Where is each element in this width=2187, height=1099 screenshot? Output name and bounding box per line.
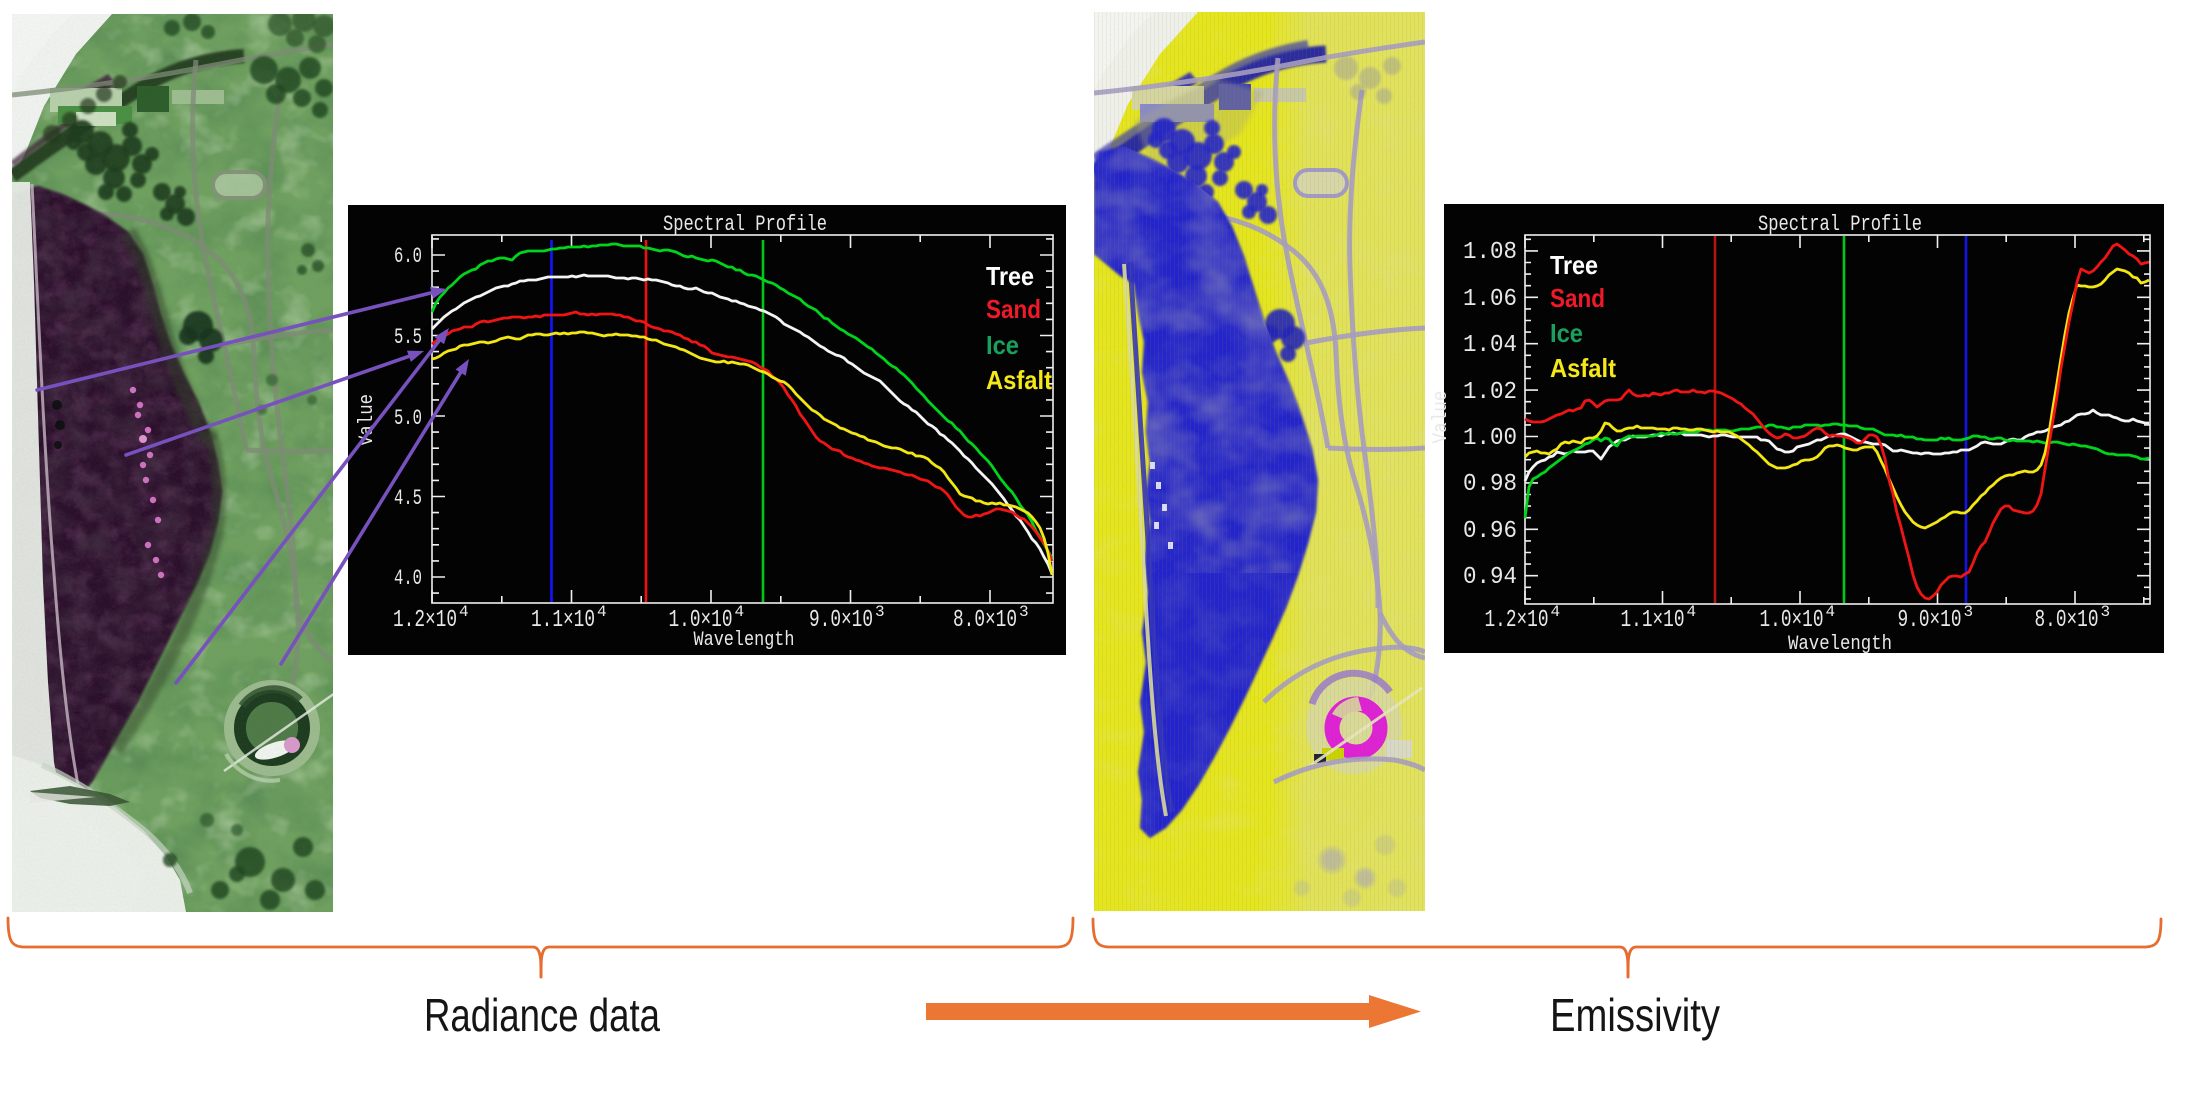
svg-text:1.00: 1.00 — [1463, 425, 1517, 452]
svg-text:9.0×10: 9.0×10 — [1898, 607, 1962, 634]
svg-text:1.08: 1.08 — [1463, 239, 1517, 266]
svg-text:Sand: Sand — [1550, 283, 1605, 313]
svg-text:4: 4 — [1551, 603, 1561, 621]
svg-text:1.06: 1.06 — [1463, 286, 1517, 313]
svg-text:1.1×10: 1.1×10 — [531, 607, 595, 634]
svg-text:1.1×10: 1.1×10 — [1621, 607, 1685, 634]
svg-text:5.0: 5.0 — [394, 406, 422, 431]
svg-text:5.5: 5.5 — [394, 325, 422, 350]
svg-text:Tree: Tree — [1550, 250, 1598, 280]
svg-text:1.02: 1.02 — [1463, 379, 1517, 406]
svg-text:4: 4 — [597, 603, 607, 621]
svg-text:3: 3 — [1019, 603, 1029, 621]
svg-text:0.98: 0.98 — [1463, 471, 1517, 498]
svg-text:1.0×10: 1.0×10 — [669, 607, 733, 634]
svg-text:4: 4 — [459, 603, 469, 621]
svg-text:Spectral Profile: Spectral Profile — [1758, 212, 1922, 237]
svg-text:4.5: 4.5 — [394, 486, 422, 511]
svg-text:9.0×10: 9.0×10 — [809, 607, 873, 634]
svg-text:3: 3 — [1964, 603, 1974, 621]
svg-text:0.96: 0.96 — [1463, 518, 1517, 545]
svg-text:Ice: Ice — [986, 330, 1019, 360]
svg-text:1.2×10: 1.2×10 — [1485, 607, 1549, 634]
svg-text:Value: Value — [1430, 391, 1453, 444]
svg-text:1.0×10: 1.0×10 — [1760, 607, 1824, 634]
svg-text:Tree: Tree — [986, 261, 1034, 291]
svg-text:6.0: 6.0 — [394, 244, 422, 269]
svg-text:4: 4 — [1687, 603, 1697, 621]
svg-text:Asfalt: Asfalt — [1550, 353, 1616, 383]
svg-text:3: 3 — [875, 603, 885, 621]
svg-text:4: 4 — [735, 603, 745, 621]
svg-text:4.0: 4.0 — [394, 566, 422, 591]
svg-text:3: 3 — [2101, 603, 2111, 621]
svg-text:Asfalt: Asfalt — [986, 365, 1052, 395]
svg-text:Value: Value — [356, 394, 379, 446]
svg-text:Sand: Sand — [986, 294, 1041, 324]
svg-text:0.94: 0.94 — [1463, 564, 1517, 591]
svg-text:Emissivity: Emissivity — [1550, 989, 1720, 1041]
svg-text:1.2×10: 1.2×10 — [393, 607, 457, 634]
svg-text:8.0×10: 8.0×10 — [2035, 607, 2099, 634]
svg-text:Wavelength: Wavelength — [694, 629, 795, 652]
svg-text:4: 4 — [1826, 603, 1836, 621]
svg-text:Wavelength: Wavelength — [1788, 633, 1892, 656]
svg-text:1.04: 1.04 — [1463, 332, 1517, 359]
svg-text:Spectral Profile: Spectral Profile — [663, 212, 827, 237]
svg-text:Radiance data: Radiance data — [424, 989, 660, 1041]
svg-text:8.0×10: 8.0×10 — [953, 607, 1017, 634]
svg-text:Ice: Ice — [1550, 318, 1583, 348]
